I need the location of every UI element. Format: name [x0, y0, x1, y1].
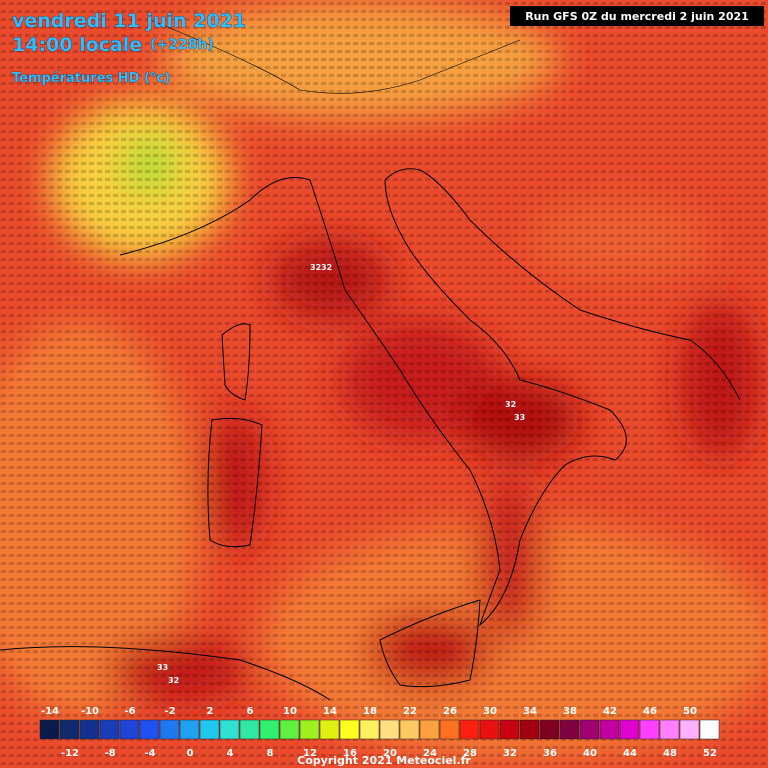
title-date: vendredi 11 juin 2021: [12, 10, 246, 32]
field-name: Températures HD (°c): [12, 71, 170, 86]
legend-label: 36: [543, 748, 557, 759]
legend-label: 26: [443, 706, 457, 717]
legend-label: -2: [164, 706, 175, 717]
legend-label: -10: [81, 706, 99, 717]
legend-swatch: [419, 719, 440, 740]
legend-swatch: [39, 719, 60, 740]
legend-swatch: [279, 719, 300, 740]
legend-label: 16: [343, 748, 357, 759]
legend-swatch: [539, 719, 560, 740]
legend-label: 8: [267, 748, 274, 759]
legend-swatch: [159, 719, 180, 740]
legend-swatch: [259, 719, 280, 740]
legend-swatch: [199, 719, 220, 740]
legend-swatch: [519, 719, 540, 740]
legend-label: -14: [41, 706, 59, 717]
legend-swatch: [339, 719, 360, 740]
legend-swatch: [479, 719, 500, 740]
legend-swatch: [699, 719, 720, 740]
legend-swatch: [499, 719, 520, 740]
title-lead: (+228h): [150, 37, 214, 53]
legend-swatch: [59, 719, 80, 740]
legend-label: 40: [583, 748, 597, 759]
legend-swatch: [99, 719, 120, 740]
legend-label: 20: [383, 748, 397, 759]
legend-label: -4: [144, 748, 155, 759]
legend-swatch: [379, 719, 400, 740]
legend-swatch: [79, 719, 100, 740]
legend-swatch: [639, 719, 660, 740]
legend-label: 10: [283, 706, 297, 717]
legend-label: 6: [247, 706, 254, 717]
legend-label: 32: [503, 748, 517, 759]
map-value-label: 33: [157, 663, 168, 672]
legend-label: 22: [403, 706, 417, 717]
legend-swatch: [139, 719, 160, 740]
legend-label: 2: [207, 706, 214, 717]
legend-swatch: [399, 719, 420, 740]
legend-label: 0: [187, 748, 194, 759]
legend-label: 42: [603, 706, 617, 717]
legend-swatch: [319, 719, 340, 740]
legend-swatch: [119, 719, 140, 740]
legend-label: 28: [463, 748, 477, 759]
legend-swatch: [439, 719, 460, 740]
legend-swatch: [299, 719, 320, 740]
map-value-label: 32: [310, 263, 321, 272]
legend-swatch: [599, 719, 620, 740]
map-value-label: 32: [168, 676, 179, 685]
legend-swatch: [559, 719, 580, 740]
legend-swatch: [679, 719, 700, 740]
run-info: Run GFS 0Z du mercredi 2 juin 2021: [525, 10, 749, 23]
legend-swatch: [219, 719, 240, 740]
legend-label: 30: [483, 706, 497, 717]
legend-label: 44: [623, 748, 637, 759]
legend-label: 52: [703, 748, 717, 759]
map-value-label: 32: [505, 400, 516, 409]
legend-swatch: [179, 719, 200, 740]
legend-swatch: [619, 719, 640, 740]
legend-swatch: [579, 719, 600, 740]
legend-label: -6: [124, 706, 135, 717]
copyright: Copyright 2021 Meteociel.fr: [297, 754, 471, 767]
legend-swatch: [459, 719, 480, 740]
run-box: [510, 6, 764, 26]
legend-label: -12: [61, 748, 79, 759]
legend-label: 48: [663, 748, 677, 759]
coastlines: [0, 19, 741, 701]
legend-label: 34: [523, 706, 537, 717]
map-value-label: 33: [514, 413, 525, 422]
legend-swatch: [659, 719, 680, 740]
title-time: 14:00 locale: [12, 34, 142, 56]
legend-label: 38: [563, 706, 577, 717]
map-value-label: 32: [321, 263, 332, 272]
legend-swatch: [359, 719, 380, 740]
legend-label: 14: [323, 706, 337, 717]
legend-swatch: [239, 719, 260, 740]
legend-label: 50: [683, 706, 697, 717]
legend-label: -8: [104, 748, 115, 759]
legend-label: 24: [423, 748, 437, 759]
legend-label: 46: [643, 706, 657, 717]
legend-label: 4: [227, 748, 234, 759]
legend-label: 12: [303, 748, 317, 759]
legend-label: 18: [363, 706, 377, 717]
